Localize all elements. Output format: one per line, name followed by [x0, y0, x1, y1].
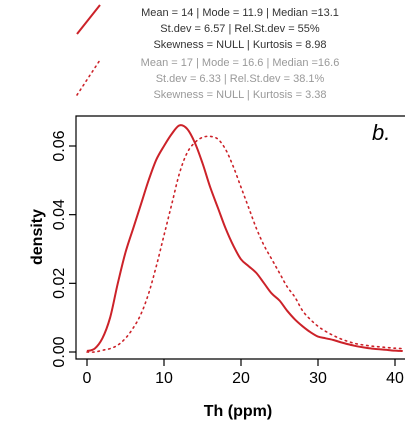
x-tick-label: 20 [232, 370, 250, 387]
legend-swatch-primary [76, 4, 101, 35]
legend-primary-line-1: Mean = 14 | Mode = 11.9 | Median =13.1 [141, 7, 339, 19]
plot-frame [75, 115, 405, 360]
y-tick-label: 0.04 [51, 199, 68, 230]
series-layer [86, 124, 404, 353]
x-axis-label: Th (ppm) [204, 403, 272, 420]
legend-secondary-line-1: Mean = 17 | Mode = 16.6 | Median =16.6 [141, 57, 340, 69]
y-axis-label: density [29, 209, 46, 265]
y-tick-label: 0.02 [51, 268, 68, 299]
legend-secondary-line-2: St.dev = 6.33 | Rel.St.dev = 38.1% [156, 73, 325, 85]
legend-primary-line-2: St.dev = 6.57 | Rel.St.dev = 55% [160, 23, 320, 35]
legend-secondary-line-3: Skewness = NULL | Kurtosis = 3.38 [153, 89, 326, 101]
legend-swatch-secondary [76, 59, 101, 96]
legend-primary-line-3: Skewness = NULL | Kurtosis = 8.98 [153, 39, 326, 51]
y-tick-label: 0.00 [51, 336, 68, 367]
x-tick-label: 40 [386, 370, 404, 387]
x-tick-label: 10 [155, 370, 173, 387]
y-axis: 0.00 0.02 0.04 0.06 [51, 130, 76, 368]
series-line-secondary [86, 135, 404, 353]
series-line-primary [86, 124, 403, 352]
panel-label: b. [372, 120, 390, 145]
y-tick-label: 0.06 [51, 130, 68, 161]
x-axis: 0 10 20 30 40 [83, 359, 404, 387]
x-tick-label: 30 [309, 370, 327, 387]
x-tick-label: 0 [83, 370, 92, 387]
legend: Mean = 14 | Mode = 11.9 | Median =13.1 S… [76, 4, 340, 101]
